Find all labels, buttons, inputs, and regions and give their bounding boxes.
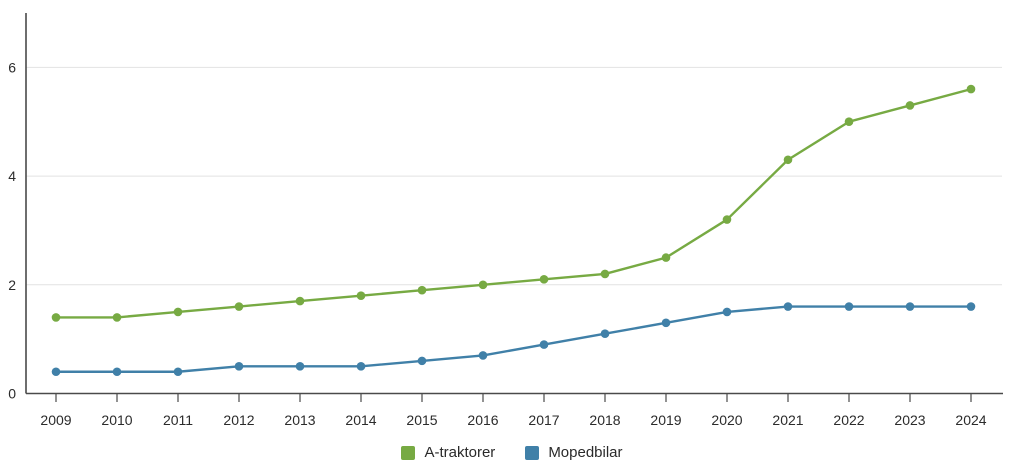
svg-text:2010: 2010 [101,412,132,428]
legend-label-a-traktorer: A-traktorer [424,444,496,461]
svg-text:2020: 2020 [711,412,742,428]
svg-text:2018: 2018 [589,412,620,428]
svg-text:2009: 2009 [40,412,71,428]
svg-text:2011: 2011 [163,412,193,428]
mopedbilar-swatch-icon [525,445,540,460]
svg-text:2023: 2023 [894,412,925,428]
legend-item-mopedbilar[interactable]: Mopedbilar [525,444,623,461]
chart-canvas: 0 2 4 6 2009 2010 2011 2012 2013 2014 2015 2016 2017… [8,13,1003,428]
svg-text:2022: 2022 [833,412,864,428]
chart-legend: A-traktorer Mopedbilar [0,444,1024,461]
svg-text:2024: 2024 [955,412,986,428]
svg-text:2016: 2016 [467,412,498,428]
svg-text:4: 4 [8,168,16,184]
svg-text:2012: 2012 [223,412,254,428]
legend-label-mopedbilar: Mopedbilar [548,444,623,461]
legend-item-a-traktorer[interactable]: A-traktorer [401,444,495,461]
svg-text:2017: 2017 [528,412,559,428]
a-traktorer-swatch-icon [401,445,416,460]
svg-text:6: 6 [8,59,16,75]
svg-text:2013: 2013 [284,412,315,428]
svg-text:2015: 2015 [406,412,437,428]
svg-text:2: 2 [8,277,16,293]
svg-text:2014: 2014 [345,412,376,428]
svg-text:2021: 2021 [772,412,803,428]
svg-text:2019: 2019 [650,412,681,428]
svg-text:0: 0 [8,386,16,402]
